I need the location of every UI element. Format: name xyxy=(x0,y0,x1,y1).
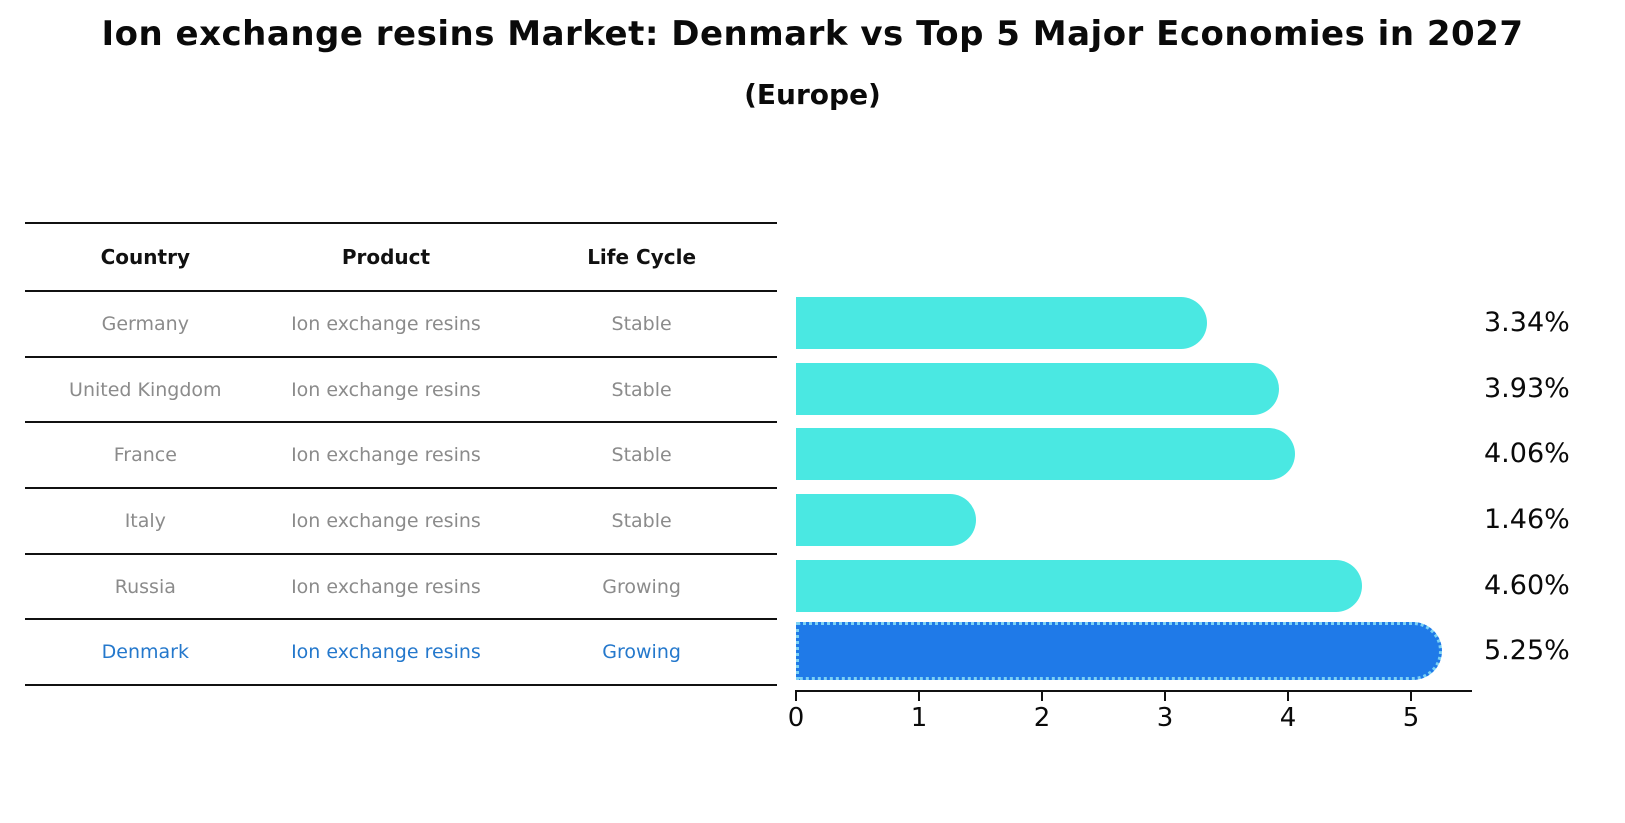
bar xyxy=(796,362,1280,415)
x-axis-tick xyxy=(1164,690,1166,701)
table-cell-product: Ion exchange resins xyxy=(291,575,481,598)
x-axis-tick-label: 5 xyxy=(1402,703,1420,733)
x-axis-tick xyxy=(795,690,797,701)
table-row: Russia Ion exchange resins Growing xyxy=(25,555,777,621)
table-cell-lifecycle: Stable xyxy=(611,509,672,532)
x-axis-tick-label: 3 xyxy=(1156,703,1174,733)
x-axis-tick-label: 2 xyxy=(1033,703,1051,733)
table-body: Germany Ion exchange resins Stable Unite… xyxy=(25,292,777,687)
chart-title: Ion exchange resins Market: Denmark vs T… xyxy=(101,14,1524,54)
table-cell-country: Germany xyxy=(101,312,189,335)
country-table: Country Product Life Cycle Germany Ion e… xyxy=(25,222,777,687)
table-row: United Kingdom Ion exchange resins Stabl… xyxy=(25,358,777,424)
bar-denmark-highlighted xyxy=(796,622,1442,681)
bar xyxy=(796,493,976,546)
bar xyxy=(796,428,1296,481)
table-cell-product: Ion exchange resins xyxy=(291,312,481,335)
table-header-row: Country Product Life Cycle xyxy=(25,224,777,292)
x-axis-tick xyxy=(1287,690,1289,701)
x-axis-tick xyxy=(918,690,920,701)
table-row: Germany Ion exchange resins Stable xyxy=(25,292,777,358)
table-row: Denmark Ion exchange resins Growing xyxy=(25,620,777,687)
bar-value-label: 3.93% xyxy=(1484,372,1570,404)
table-cell-lifecycle: Stable xyxy=(611,312,672,335)
x-axis-line xyxy=(796,690,1472,692)
x-axis-tick-label: 1 xyxy=(910,703,928,733)
bar xyxy=(796,559,1362,612)
table-row: Italy Ion exchange resins Stable xyxy=(25,489,777,555)
column-header-product: Product xyxy=(341,245,431,269)
table-cell-lifecycle: Stable xyxy=(611,378,672,401)
x-axis-tick-label: 0 xyxy=(787,703,805,733)
table-cell-product: Ion exchange resins xyxy=(291,444,481,467)
x-axis-tick xyxy=(1410,690,1412,701)
column-header-country: Country xyxy=(100,245,190,269)
table-cell-product: Ion exchange resins xyxy=(291,378,481,401)
table-row: France Ion exchange resins Stable xyxy=(25,423,777,490)
bar-value-label: 4.60% xyxy=(1484,569,1570,601)
table-cell-country: France xyxy=(113,444,177,467)
table-cell-country: Russia xyxy=(114,575,176,598)
table-cell-lifecycle: Growing xyxy=(602,575,681,598)
x-axis-tick xyxy=(1041,690,1043,701)
column-header-lifecycle: Life Cycle xyxy=(587,245,697,269)
table-cell-lifecycle: Stable xyxy=(611,444,672,467)
x-axis-tick-label: 4 xyxy=(1279,703,1297,733)
table-cell-country: Denmark xyxy=(101,641,189,664)
table-cell-country: Italy xyxy=(124,509,166,532)
bar-value-label: 4.06% xyxy=(1484,438,1570,470)
chart-subtitle: (Europe) xyxy=(744,78,881,111)
bar-value-label: 5.25% xyxy=(1484,635,1570,667)
bar-value-label: 1.46% xyxy=(1484,503,1570,535)
table-cell-country: United Kingdom xyxy=(69,378,222,401)
table-cell-lifecycle: Growing xyxy=(602,641,681,664)
table-cell-product: Ion exchange resins xyxy=(291,509,481,532)
table-cell-product: Ion exchange resins xyxy=(291,641,481,664)
bar-value-label: 3.34% xyxy=(1484,306,1570,338)
bar xyxy=(796,296,1207,349)
